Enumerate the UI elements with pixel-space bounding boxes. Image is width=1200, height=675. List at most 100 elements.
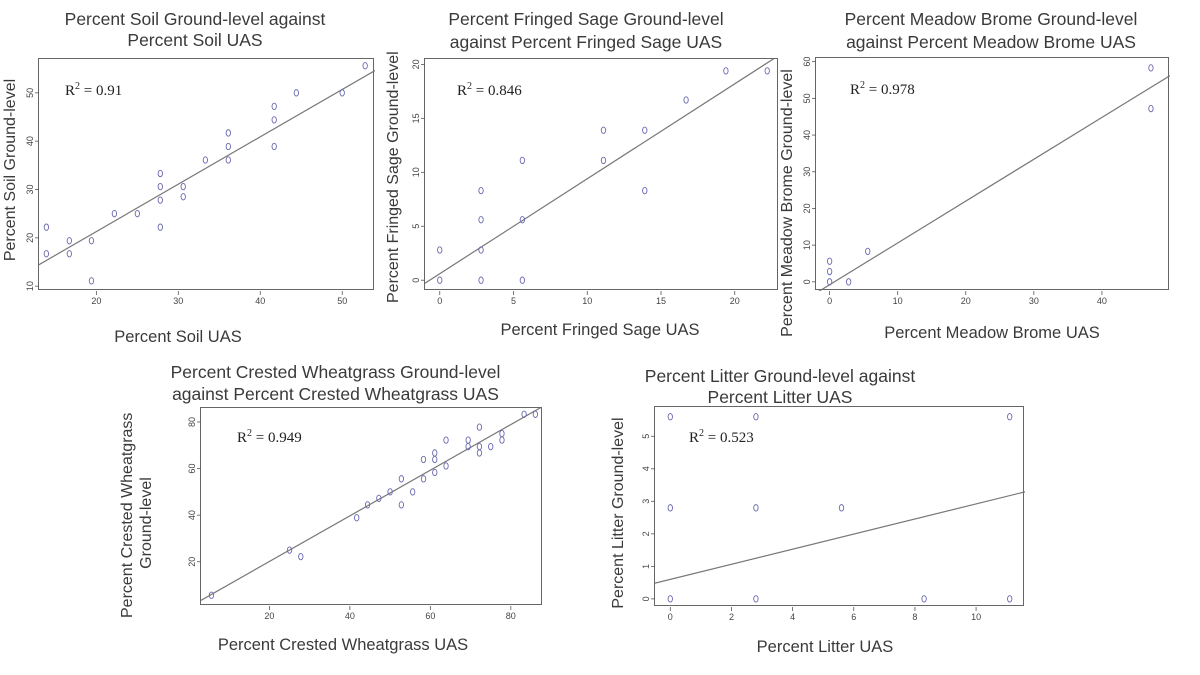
x-tick-label: 20 <box>730 296 740 306</box>
data-point <box>432 455 438 464</box>
data-point <box>88 237 95 245</box>
data-point <box>111 210 118 218</box>
x-tick: 2 <box>729 607 734 622</box>
data-point <box>225 129 231 137</box>
data-point <box>432 468 438 477</box>
data-point <box>476 443 483 451</box>
x-tick-label: 50 <box>337 296 347 306</box>
data-point <box>1007 595 1013 603</box>
x-tick: 40 <box>255 291 265 306</box>
data-point <box>339 89 345 97</box>
data-point <box>398 475 405 483</box>
data-point <box>846 278 852 286</box>
y-tick-label: 5 <box>641 434 651 439</box>
data-point <box>753 595 759 603</box>
data-point <box>157 182 163 191</box>
y-axis-label: Percent Meadow Brome Ground-level <box>779 69 796 337</box>
y-tick: 2 <box>641 531 655 536</box>
y-tick: 20 <box>802 203 816 213</box>
y-tick-label: 40 <box>187 510 197 520</box>
data-point <box>753 504 759 512</box>
x-tick: 0 <box>827 291 832 306</box>
data-point <box>476 449 483 457</box>
y-tick-label: 10 <box>802 240 812 250</box>
data-point <box>532 410 539 418</box>
data-point <box>271 102 277 111</box>
chart-title-line2: Percent Soil UAS <box>127 30 263 50</box>
data-point <box>271 116 277 124</box>
x-tick-label: 30 <box>1029 296 1039 306</box>
y-tick: 10 <box>411 167 425 177</box>
data-point <box>478 276 484 284</box>
y-tick: 30 <box>25 184 39 195</box>
data-point <box>66 237 72 245</box>
y-tick-label: 4 <box>641 466 651 471</box>
data-point <box>478 216 484 224</box>
y-tick-label: 50 <box>25 88 35 98</box>
data-point <box>66 250 72 258</box>
data-point <box>443 436 449 444</box>
x-tick: 10 <box>582 291 592 306</box>
data-point <box>354 514 360 522</box>
x-tick-label: 60 <box>425 611 435 621</box>
chart-title-line1: Percent Litter Ground-level against <box>644 366 916 386</box>
y-tick: 15 <box>411 113 425 123</box>
x-tick-label: 15 <box>656 296 666 306</box>
x-tick: 20 <box>91 291 101 306</box>
plot-area: 0 2 4 6 8 10 0 1 2 3 4 5 R2 = 0.523 <box>641 406 1025 622</box>
data-point <box>826 278 833 286</box>
x-tick-label: 10 <box>971 612 981 622</box>
y-tick-label: 60 <box>187 464 197 474</box>
x-tick: 20 <box>730 291 740 306</box>
x-tick-label: 2 <box>729 612 734 622</box>
data-point <box>600 126 607 134</box>
data-point <box>202 156 209 164</box>
x-tick: 0 <box>437 291 442 306</box>
y-tick-label: 3 <box>641 499 651 504</box>
x-tick: 20 <box>961 291 971 306</box>
x-tick-label: 40 <box>1097 296 1107 306</box>
plot-area: 0 5 10 15 20 0 5 10 15 20 R2 = 0.846 <box>411 58 778 306</box>
x-tick-label: 30 <box>173 296 183 306</box>
x-tick-label: 0 <box>827 296 832 306</box>
data-point <box>437 276 443 284</box>
x-tick: 0 <box>668 607 673 622</box>
data-point <box>478 246 484 254</box>
x-axis-label: Percent Meadow Brome UAS <box>884 324 1100 342</box>
y-tick: 5 <box>411 224 425 229</box>
r-squared-label: R2 = 0.846 <box>457 81 522 99</box>
x-axis-label: Percent Fringed Sage UAS <box>500 321 700 339</box>
regression-line <box>425 59 775 284</box>
data-point <box>409 488 416 496</box>
regression-line <box>655 491 1025 584</box>
y-tick: 40 <box>187 510 201 520</box>
y-tick-label: 15 <box>411 113 421 123</box>
x-tick-label: 0 <box>437 296 442 306</box>
x-tick: 30 <box>1029 291 1039 306</box>
y-tick-label: 1 <box>641 564 651 569</box>
chart-crested-wheatgrass: Percent Crested Wheatgrass Ground-level … <box>118 355 588 673</box>
x-tick: 10 <box>971 607 981 622</box>
data-point <box>683 96 689 104</box>
data-point <box>157 196 163 204</box>
x-tick: 50 <box>337 291 347 306</box>
regression-line <box>39 69 375 266</box>
x-tick: 15 <box>656 291 666 306</box>
x-tick: 40 <box>1097 291 1107 306</box>
data-point <box>723 67 729 75</box>
data-point <box>476 423 483 431</box>
data-point <box>519 276 526 284</box>
data-point <box>521 410 527 418</box>
x-tick-label: 8 <box>912 612 917 622</box>
y-tick: 0 <box>411 278 425 283</box>
x-tick-label: 40 <box>255 296 265 306</box>
data-point <box>1148 104 1154 113</box>
data-point <box>432 449 438 457</box>
plot-area: 20 30 40 50 10 20 30 40 50 R2 = 0.91 <box>25 58 375 306</box>
y-tick: 60 <box>187 464 201 474</box>
x-tick-label: 20 <box>264 611 274 621</box>
chart-title-line2: Percent Litter UAS <box>707 387 853 407</box>
data-point <box>364 501 371 509</box>
data-point <box>293 89 299 97</box>
x-tick-label: 5 <box>511 296 516 306</box>
